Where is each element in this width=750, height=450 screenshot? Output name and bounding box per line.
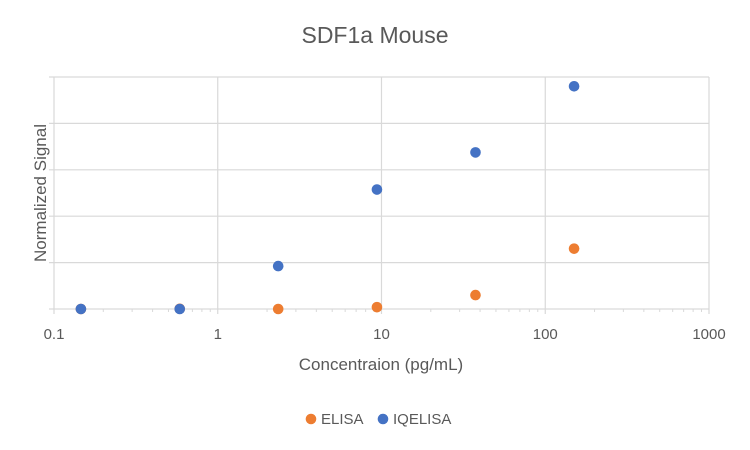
data-point-elisa bbox=[568, 243, 580, 254]
x-tick-label: 0.1 bbox=[44, 326, 65, 343]
legend-label-elisa: ELISA bbox=[321, 411, 364, 428]
x-tick-label: 1 bbox=[214, 326, 222, 343]
grid bbox=[49, 76, 710, 314]
legend-marker-iqelisa bbox=[377, 413, 389, 425]
legend-marker-elisa bbox=[305, 413, 317, 425]
x-tick-label: 10 bbox=[373, 326, 390, 343]
legend: ELISA IQELISA bbox=[305, 411, 451, 428]
x-tick-label: 100 bbox=[533, 326, 558, 343]
x-axis-title: Concentraion (pg/mL) bbox=[299, 355, 463, 374]
chart-title: SDF1a Mouse bbox=[301, 22, 448, 48]
data-point-iqelisa bbox=[371, 184, 383, 195]
data-point-elisa bbox=[371, 301, 383, 313]
data-point-iqelisa bbox=[470, 147, 481, 158]
data-points bbox=[75, 80, 580, 315]
data-point-iqelisa bbox=[75, 303, 87, 315]
y-axis-title: Normalized Signal bbox=[31, 124, 50, 262]
x-tick-label: 1000 bbox=[692, 326, 725, 343]
data-point-iqelisa bbox=[272, 260, 284, 272]
data-point-iqelisa bbox=[568, 80, 580, 92]
data-point-elisa bbox=[272, 303, 284, 315]
data-point-iqelisa bbox=[174, 303, 186, 315]
data-point-elisa bbox=[470, 289, 481, 301]
x-axis-ticks: 0.1 1 10 100 1000 bbox=[44, 326, 726, 343]
legend-label-iqelisa: IQELISA bbox=[393, 411, 451, 428]
